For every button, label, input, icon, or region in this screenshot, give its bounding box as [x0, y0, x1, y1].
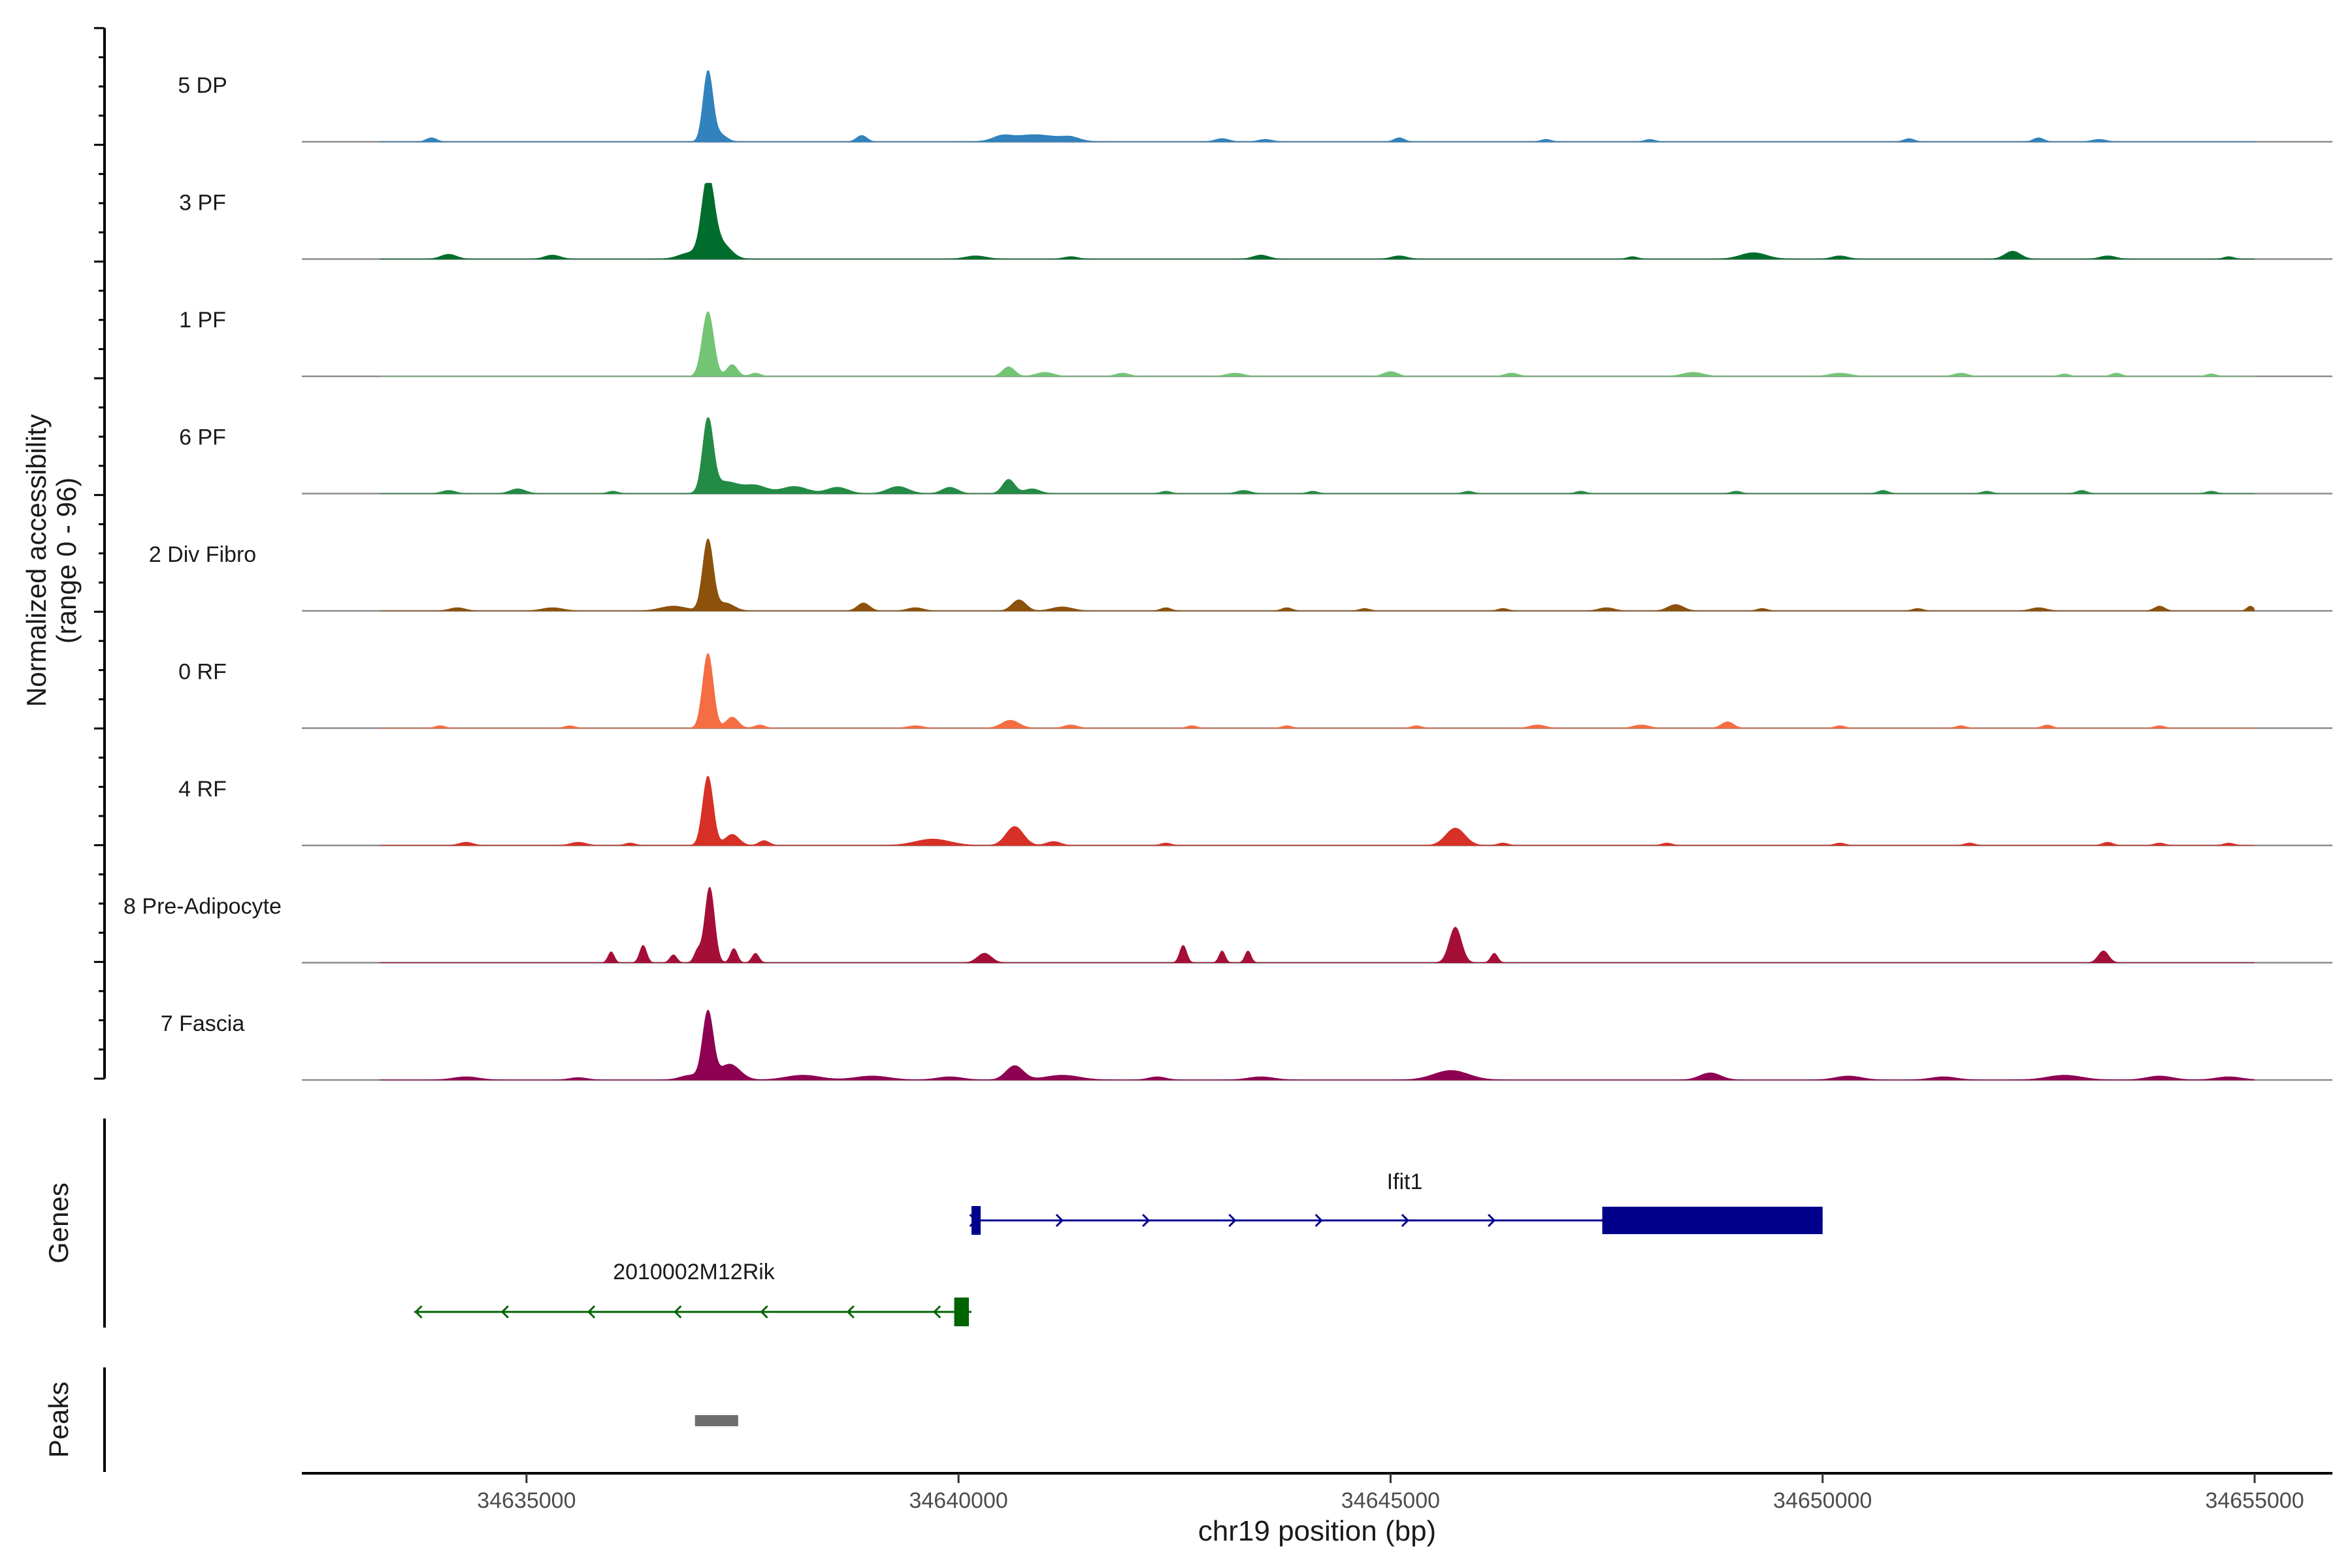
track-1-pf: 1 PF: [179, 308, 2332, 378]
peak-region: [694, 1415, 738, 1426]
track-0-rf: 0 RF: [178, 653, 2332, 729]
track-label: 3 PF: [179, 191, 226, 216]
track-label: 8 Pre-Adipocyte: [123, 894, 282, 919]
track-signal-area: [380, 538, 2255, 612]
track-6-pf: 6 PF: [179, 417, 2332, 495]
gene-name-label: 2010002M12Rik: [613, 1260, 776, 1284]
strand-arrow: [1401, 1213, 1409, 1228]
track-2-div-fibro: 2 Div Fibro: [149, 538, 2332, 612]
track-signal-area: [380, 417, 2255, 494]
x-tick-label: 34635000: [477, 1488, 576, 1513]
x-tick-label: 34645000: [1341, 1488, 1440, 1513]
strand-arrow: [587, 1305, 596, 1319]
track-signal-area: [380, 887, 2255, 963]
gene-exon: [1602, 1207, 1823, 1234]
track-label: 7 Fascia: [161, 1011, 245, 1036]
y-axis-title: Normalized accessibility: [21, 414, 52, 707]
strand-arrow: [1488, 1213, 1496, 1228]
strand-arrow: [1142, 1213, 1151, 1228]
track-label: 6 PF: [179, 425, 226, 450]
gene-exon: [971, 1206, 981, 1235]
x-tick-label: 34650000: [1773, 1488, 1872, 1513]
strand-arrow: [1228, 1213, 1237, 1228]
gene-2010002m12rik: 2010002M12Rik: [414, 1260, 972, 1326]
track-7-fascia: 7 Fascia: [161, 1009, 2332, 1081]
x-axis-ticks: 34635000 34640000 34645000 34650000 34655000: [477, 1473, 2304, 1513]
track-label: 5 DP: [178, 73, 227, 98]
track-4-rf: 4 RF: [178, 776, 2332, 847]
x-axis-title: chr19 position (bp): [1198, 1515, 1436, 1547]
gene-annotations: Ifit1 2010002M12Rik: [414, 1169, 1823, 1326]
strand-arrow: [500, 1305, 509, 1319]
track-signal-area: [380, 653, 2255, 728]
coverage-tracks: 5 DP 3 PF 1 PF 6 PF 2 Div Fibro 0 RF 4 RF 8 Pre…: [123, 70, 2332, 1081]
track-signal-area: [380, 311, 2255, 377]
peak-regions: [694, 1415, 738, 1426]
track-8-pre-adipocyte: 8 Pre-Adipocyte: [123, 887, 2332, 964]
strand-arrow: [760, 1305, 768, 1319]
track-signal-area: [380, 183, 2255, 259]
x-tick-label: 34640000: [909, 1488, 1007, 1513]
genes-panel-label: Genes: [43, 1183, 74, 1264]
track-label: 0 RF: [178, 660, 227, 685]
peaks-panel-label: Peaks: [43, 1382, 74, 1458]
track-3-pf: 3 PF: [179, 183, 2332, 260]
track-label: 4 RF: [178, 777, 227, 802]
gene-name-label: Ifit1: [1387, 1169, 1423, 1194]
y-axis-ticks: [94, 27, 105, 1080]
strand-arrow: [674, 1305, 682, 1319]
y-axis-range: (range 0 - 96): [51, 478, 82, 644]
x-tick-label: 34655000: [2205, 1488, 2304, 1513]
gene-exon: [954, 1298, 970, 1326]
strand-arrow: [846, 1305, 855, 1319]
track-signal-area: [380, 70, 2255, 142]
track-signal-area: [380, 776, 2255, 846]
strand-arrow: [1315, 1213, 1323, 1228]
track-5-dp: 5 DP: [178, 70, 2332, 143]
track-label: 1 PF: [179, 308, 226, 333]
strand-arrow: [414, 1305, 423, 1319]
strand-arrow: [932, 1305, 941, 1319]
gene-ifit1: Ifit1: [969, 1169, 1823, 1235]
track-signal-area: [380, 1009, 2255, 1081]
strand-arrow: [1055, 1213, 1064, 1228]
track-label: 2 Div Fibro: [149, 542, 256, 567]
